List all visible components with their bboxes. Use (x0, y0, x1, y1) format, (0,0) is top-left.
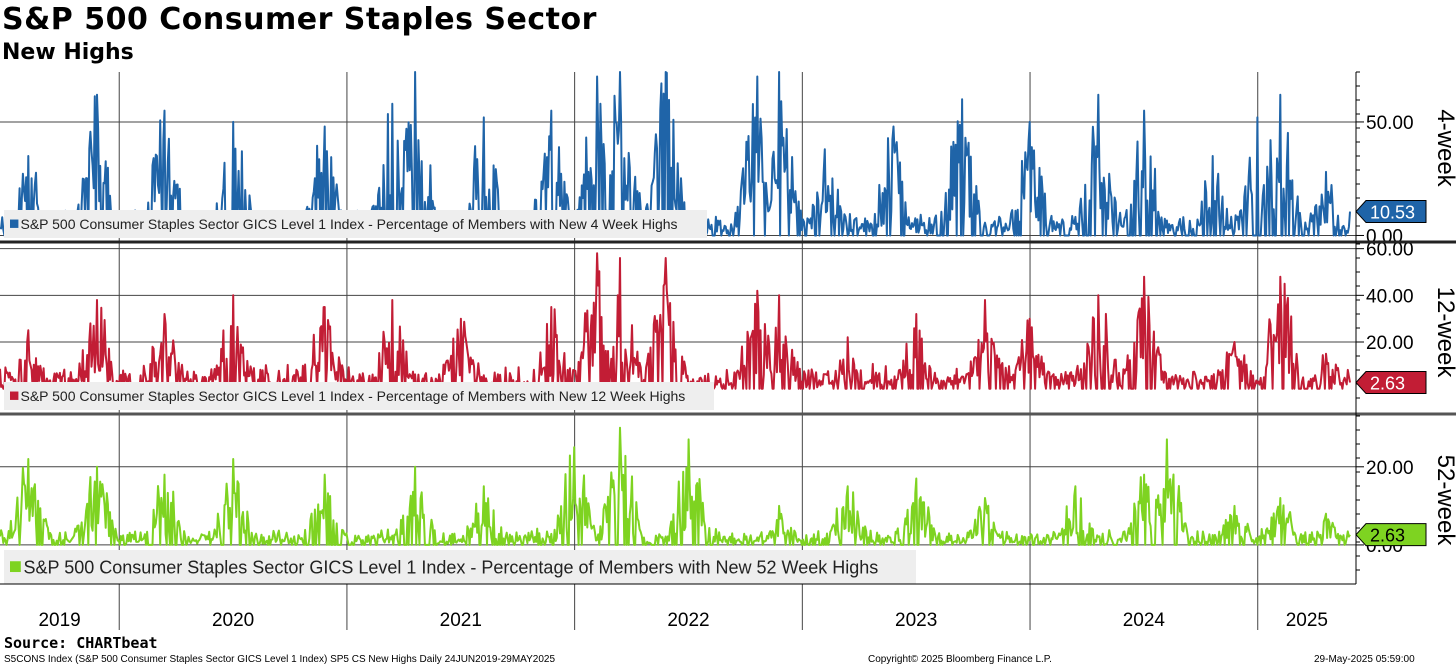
x-tick-label: 2022 (667, 610, 709, 631)
chart-subtitle: New Highs (2, 40, 134, 65)
series-line-52-week (0, 426, 1351, 546)
legend-swatch (10, 561, 21, 573)
legend-box (4, 550, 916, 584)
legend-box (4, 382, 714, 410)
footer-timestamp: 29-May-2025 05:59:00 (1314, 654, 1415, 665)
x-tick-label: 2020 (212, 610, 254, 631)
y-tick-label: 40.00 (1366, 286, 1414, 307)
footer-description: S5CONS Index (S&P 500 Consumer Staples S… (4, 654, 556, 665)
axis-layer: 2019 2020 2021 2022 2023 2024 202550.000.0010.… (0, 71, 1456, 631)
legend-swatch (10, 391, 19, 400)
source-note: Source: CHARTbeat (4, 634, 158, 652)
last-value-label: 10.53 (1370, 203, 1415, 223)
y-tick-label: 60.00 (1366, 240, 1414, 261)
last-value-label: 2.63 (1370, 526, 1405, 546)
x-tick-label: 2024 (1123, 610, 1166, 631)
legend-swatch (10, 219, 19, 228)
y-tick-label: 20.00 (1366, 458, 1414, 479)
y-tick-label: 20.00 (1366, 333, 1414, 354)
chart-title: S&P 500 Consumer Staples Sector (2, 2, 597, 37)
x-tick-label: 2019 (38, 610, 80, 631)
series-line-4-week (0, 71, 1351, 237)
legend-text: S&P 500 Consumer Staples Sector GICS Lev… (24, 557, 879, 577)
series-lines (0, 71, 1351, 546)
x-tick-label: 2021 (440, 610, 482, 631)
panel-label: 12-week (1432, 287, 1456, 379)
legend-boxes: S&P 500 Consumer Staples Sector GICS Lev… (4, 210, 916, 584)
legend-text: S&P 500 Consumer Staples Sector GICS Lev… (21, 216, 678, 232)
last-value-flag (1355, 371, 1427, 395)
panel-label: 52-week (1432, 455, 1456, 547)
x-tick-label: 2025 (1286, 610, 1328, 631)
last-value-flag (1355, 200, 1427, 224)
y-tick-label: 50.00 (1366, 113, 1414, 134)
legend-box (4, 210, 707, 238)
last-value-flag (1355, 523, 1427, 547)
legend-text: S&P 500 Consumer Staples Sector GICS Lev… (21, 388, 686, 404)
x-tick-label: 2023 (895, 610, 937, 631)
last-value-label: 2.63 (1370, 374, 1405, 394)
panel-label: 4-week (1432, 109, 1456, 187)
series-line-12-week (0, 252, 1351, 390)
footer-copyright: Copyright© 2025 Bloomberg Finance L.P. (868, 654, 1052, 665)
